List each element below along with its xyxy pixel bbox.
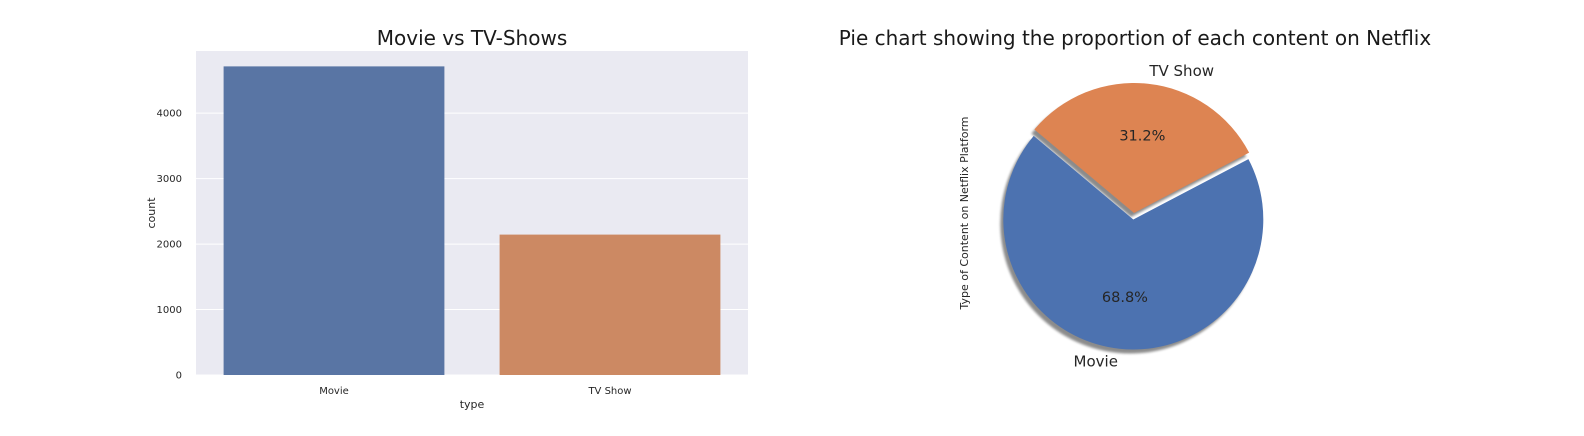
pie-chart-title: Pie chart showing the proportion of each… [839,26,1432,50]
pie-y-axis-label: Type of Content on Netflix Platform [958,117,971,311]
pie-slice-labels: Movie TV Show [1074,62,1214,371]
bar-y-tick-labels: 0 1000 2000 3000 4000 [157,109,182,382]
pie-slice-tv-show [1034,82,1250,213]
pie-pct-movie: 68.8% [1102,290,1148,306]
bar-y-tick-label: 2000 [157,240,182,251]
bar-y-tick-label: 4000 [157,109,182,120]
pie-label-tv-show: TV Show [1148,62,1214,80]
bar-chart: 0 1000 2000 3000 4000 Movie TV Show Movie vs … [145,26,748,411]
bar-movie [223,66,445,375]
bar-y-tick-label: 1000 [157,305,182,316]
bar-x-tick-labels: Movie TV Show [319,386,631,397]
pie-chart: Movie TV Show 68.8% 31.2% Pie chart showin… [839,26,1432,371]
bar-y-axis-label: count [145,197,158,229]
bar-y-tick-label: 3000 [157,174,182,185]
bar-y-tick-label: 0 [176,371,182,382]
pie-percentage-labels: 68.8% 31.2% [1102,128,1166,306]
pie-pct-tv-show: 31.2% [1119,128,1165,144]
bar-x-tick-label: Movie [319,386,349,397]
pie-slice-movie [1003,135,1264,350]
bar-tv-show [499,234,721,375]
bar-series [223,66,721,375]
bar-x-axis-label: type [460,398,485,411]
pie-label-movie: Movie [1074,353,1118,371]
pie-slices [1003,82,1264,350]
bar-chart-title: Movie vs TV-Shows [377,26,568,50]
bar-x-tick-label: TV Show [587,386,631,397]
